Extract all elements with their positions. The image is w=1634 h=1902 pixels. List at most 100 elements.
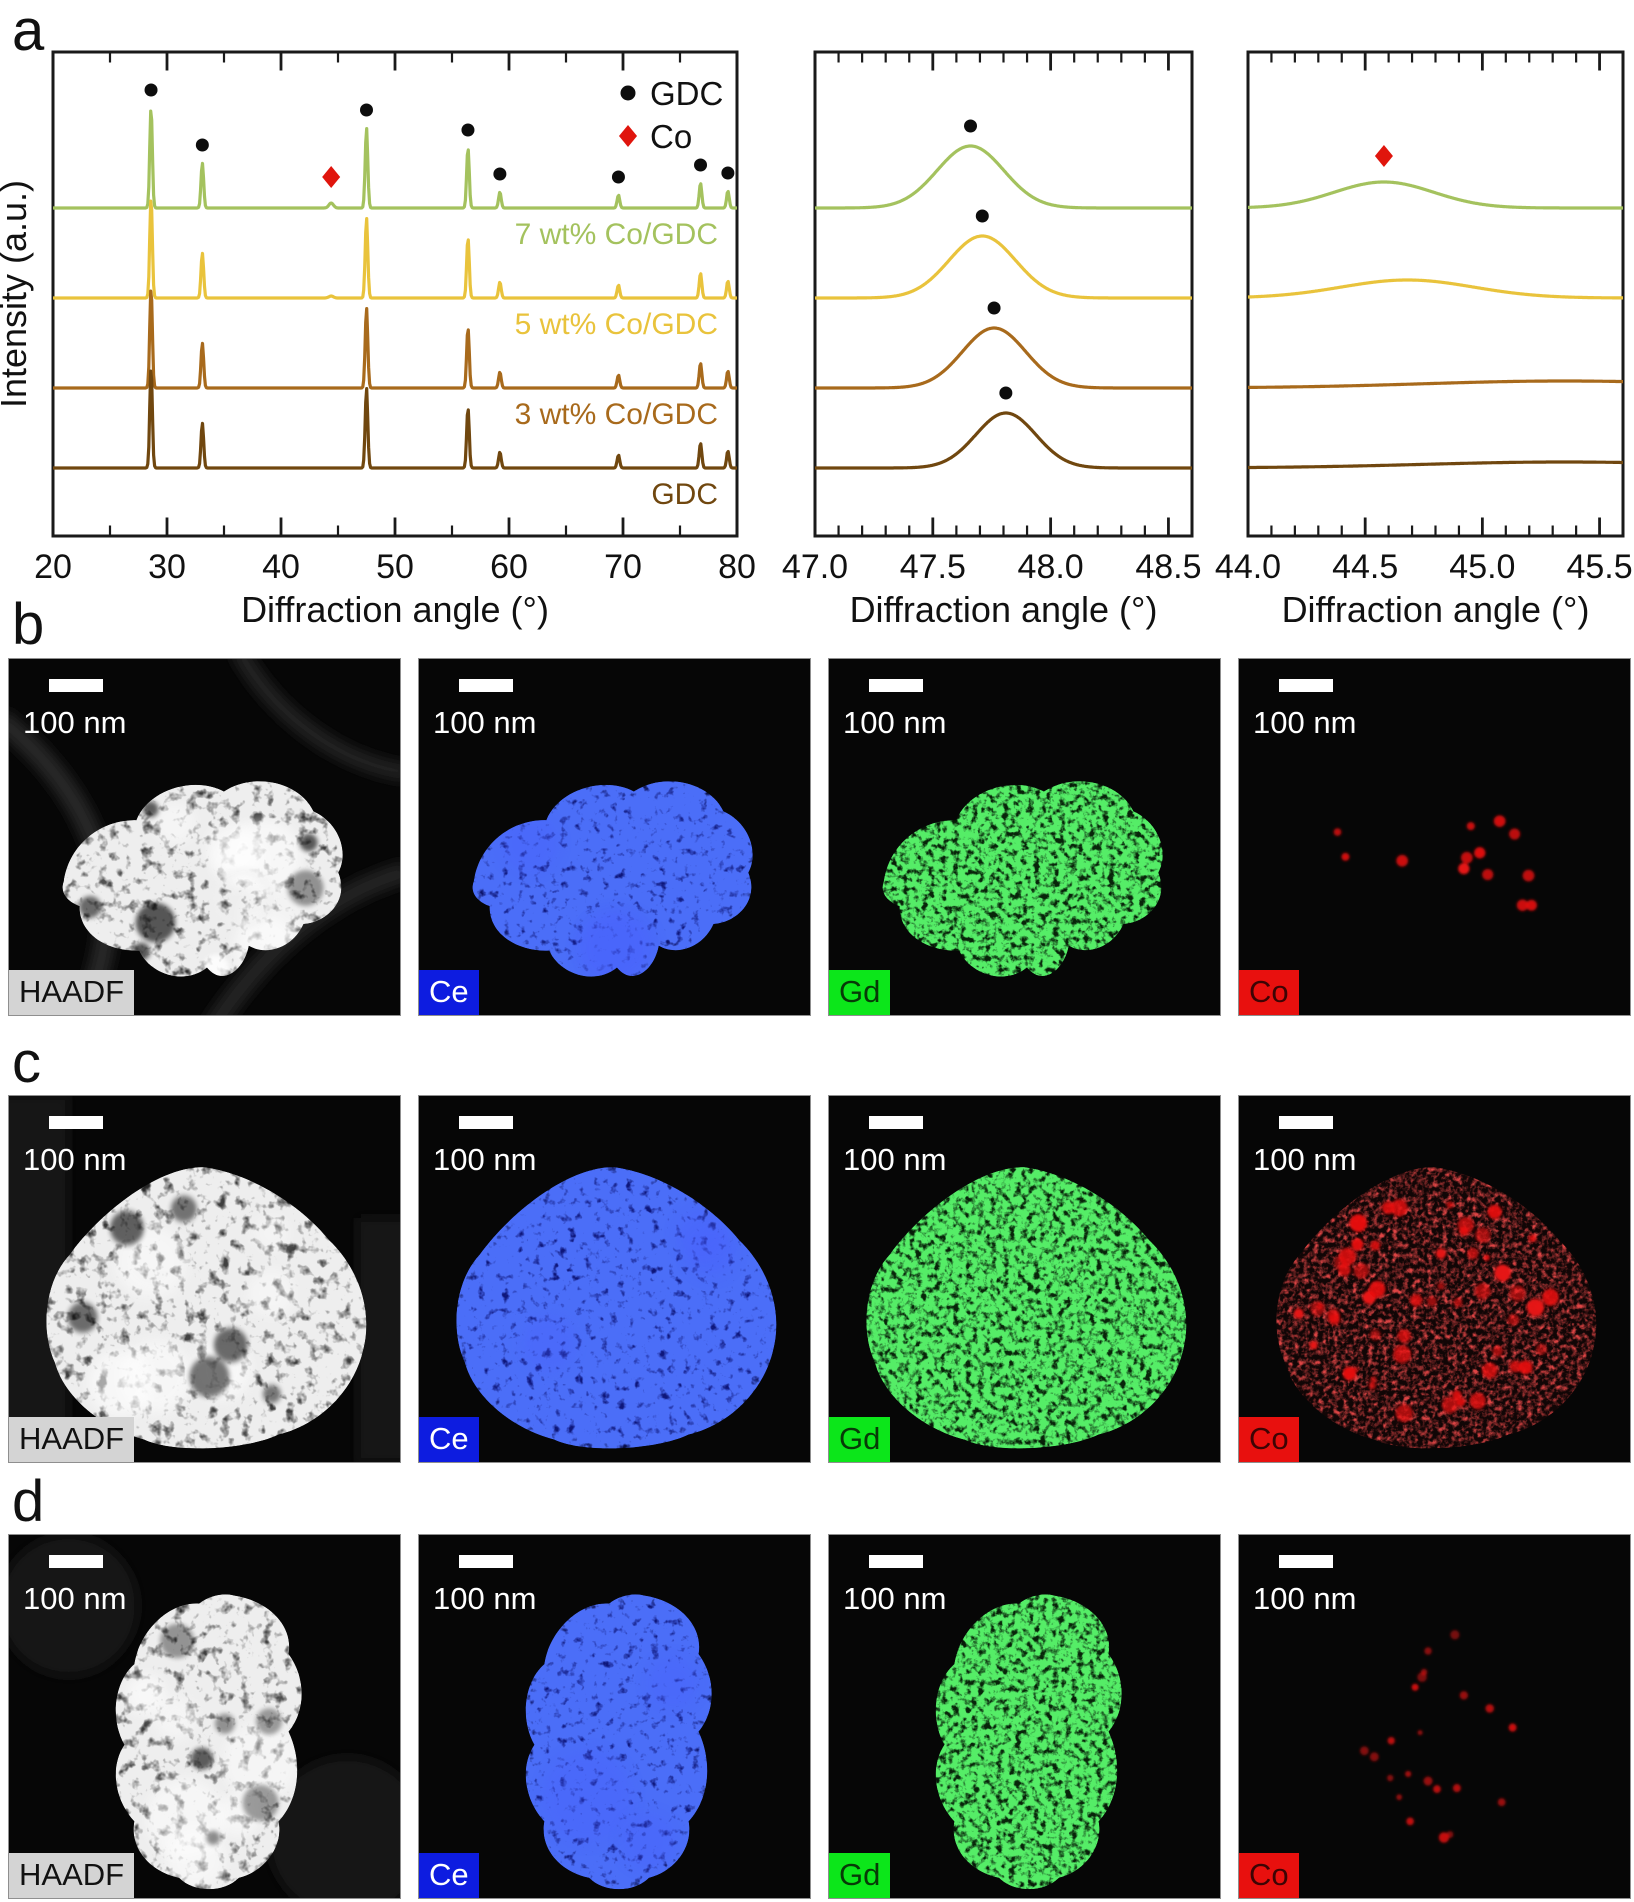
micrograph-tag-co: Co: [1239, 1853, 1299, 1898]
micrograph-d-gd: 100 nm Gd: [828, 1534, 1221, 1899]
xrd-zoom-44-tick-label: 44.5: [1332, 548, 1398, 586]
scale-bar-label: 100 nm: [843, 1581, 947, 1616]
scale-bar-label: 100 nm: [433, 1581, 537, 1616]
xrd-zoom-44-tick-label: 45.0: [1449, 548, 1515, 586]
trace-label: GDC: [651, 478, 718, 511]
micrograph-tag-ce: Ce: [419, 1417, 479, 1462]
gdc-peak-marker: [999, 386, 1013, 400]
scale-bar-label: 100 nm: [23, 705, 127, 740]
micrograph-b-co: 100 nm Co: [1238, 658, 1631, 1016]
haadf-image: [9, 1096, 400, 1462]
co-particle-dots: [1359, 1630, 1517, 1843]
scale-bar: [459, 1116, 513, 1129]
scale-bar-label: 100 nm: [1253, 705, 1357, 740]
xrd-charts: 20 30 40 50 60 70 80 Diffraction angle (°) Inten…: [0, 50, 1633, 630]
gdc-peak-marker: [611, 170, 625, 184]
trace-label: 5 wt% Co/GDC: [515, 308, 718, 341]
scale-bar: [1279, 679, 1333, 692]
xrd-trace-7-wt--Co-GDC: [815, 144, 1192, 210]
gdc-peak-marker: [493, 167, 507, 181]
xrd-zoom-47-plot-frame: [813, 50, 1194, 538]
xrd-full-tick-label: 70: [604, 548, 642, 586]
co-map-image: [1239, 659, 1630, 1015]
legend-co-label: Co: [650, 118, 692, 155]
xrd-trace-5-wt--Co-GDC: [53, 199, 737, 300]
gdc-peak-marker: [975, 209, 989, 223]
legend-gdc-dot-icon: [620, 85, 636, 101]
panel-label-a: a: [12, 0, 45, 63]
panel-label-d: d: [12, 1469, 45, 1534]
scale-bar: [1279, 1116, 1333, 1129]
xrd-trace-5-wt--Co-GDC: [1248, 278, 1623, 300]
co-map-image: [1239, 1535, 1630, 1898]
micrograph-d-ce: 100 nm Ce: [418, 1534, 811, 1899]
scale-bar-label: 100 nm: [1253, 1142, 1357, 1177]
xrd-full-tick-label: 60: [490, 548, 528, 586]
trace-label: 3 wt% Co/GDC: [515, 398, 718, 431]
micrograph-row-d: 100 nm HAADF 100 nm Ce 100 nm Gd 100 nm …: [0, 1534, 1634, 1899]
micrograph-tag-ce: Ce: [419, 1853, 479, 1898]
micrograph-tag-co: Co: [1239, 1417, 1299, 1462]
legend-gdc-label: GDC: [650, 75, 723, 112]
gdc-peak-marker: [461, 123, 475, 137]
micrograph-tag-gd: Gd: [829, 1853, 891, 1898]
co-map-image: [1239, 1096, 1630, 1462]
micrograph-tag-ce: Ce: [419, 970, 479, 1015]
ce-map-image: [419, 1096, 810, 1462]
scale-bar-label: 100 nm: [23, 1142, 127, 1177]
xrd-zoom-47-tick-label: 47.5: [900, 548, 966, 586]
xrd-zoom-47-tick-label: 47.0: [782, 548, 848, 586]
micrograph-row-c: 100 nm HAADF 100 nm Ce 100 nm Gd 100 nm …: [0, 1095, 1634, 1463]
scale-bar-label: 100 nm: [433, 705, 537, 740]
xrd-trace-3-wt--Co-GDC: [815, 326, 1192, 390]
trace-label: 7 wt% Co/GDC: [515, 218, 718, 251]
scale-bar-label: 100 nm: [1253, 1581, 1357, 1616]
legend-co-diamond-icon: [618, 125, 638, 147]
micrograph-tag-haadf: HAADF: [9, 1417, 135, 1462]
scale-bar: [49, 1555, 103, 1568]
micrograph-c-co: 100 nm Co: [1238, 1095, 1631, 1463]
co-particle-dots: [1293, 1199, 1559, 1423]
xrd-trace-3-wt--Co-GDC: [1248, 379, 1623, 389]
co-particle-dots: [1333, 815, 1537, 911]
scale-bar: [459, 679, 513, 692]
gdc-peak-marker: [964, 119, 978, 133]
gd-map-image: [829, 1096, 1220, 1462]
xrd-trace-GDC: [53, 369, 737, 470]
micrograph-c-haadf: 100 nm HAADF: [8, 1095, 401, 1463]
micrograph-b-gd: 100 nm Gd: [828, 658, 1221, 1016]
scale-bar: [459, 1555, 513, 1568]
micrograph-d-haadf: 100 nm HAADF: [8, 1534, 401, 1899]
xrd-zoom-47-x-axis-title: Diffraction angle (°): [850, 589, 1158, 630]
ce-map-image: [419, 659, 810, 1015]
gdc-peak-marker: [987, 301, 1001, 315]
xrd-zoom-47-tick-label: 48.5: [1135, 548, 1201, 586]
gd-map-image: [829, 1535, 1220, 1898]
xrd-full-y-axis-title: Intensity (a.u.): [0, 180, 34, 408]
xrd-trace-5-wt--Co-GDC: [815, 234, 1192, 300]
xrd-full-tick-label: 30: [148, 548, 186, 586]
panel-label-b: b: [12, 592, 45, 657]
scale-bar: [869, 679, 923, 692]
gd-map-image: [829, 659, 1220, 1015]
xrd-zoom-44-plot-frame: [1246, 50, 1625, 538]
xrd-zoom-44-x-axis-title: Diffraction angle (°): [1282, 589, 1590, 630]
ce-map-image: [419, 1535, 810, 1898]
xrd-full-tick-label: 20: [34, 548, 72, 586]
xrd-full-x-axis-title: Diffraction angle (°): [241, 589, 549, 630]
co-peak-marker: [1374, 145, 1393, 167]
gdc-peak-marker: [694, 158, 708, 172]
scale-bar-label: 100 nm: [433, 1142, 537, 1177]
micrograph-c-gd: 100 nm Gd: [828, 1095, 1221, 1463]
scale-bar: [869, 1555, 923, 1568]
scale-bar: [49, 679, 103, 692]
gdc-peak-marker: [195, 138, 209, 152]
xrd-full-tick-label: 80: [718, 548, 756, 586]
micrograph-tag-haadf: HAADF: [9, 1853, 135, 1898]
scale-bar: [49, 1116, 103, 1129]
gdc-peak-marker: [360, 103, 373, 117]
micrograph-d-co: 100 nm Co: [1238, 1534, 1631, 1899]
micrograph-tag-haadf: HAADF: [9, 970, 135, 1015]
scale-bar-label: 100 nm: [23, 1581, 127, 1616]
xrd-zoom-44-tick-label: 45.5: [1566, 548, 1632, 586]
